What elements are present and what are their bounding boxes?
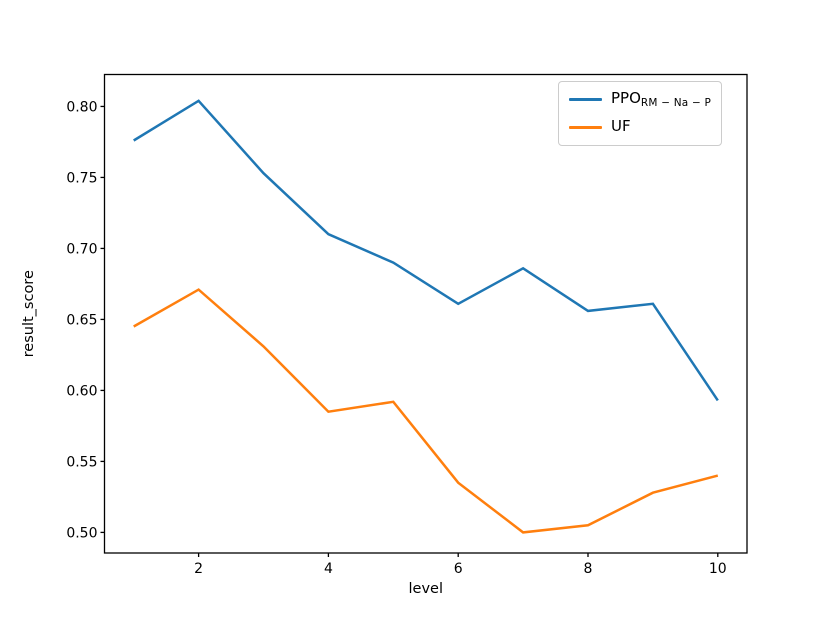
x-tick-label: 4 [324, 561, 333, 577]
series-line-ppo-rm-na-p [133, 99, 719, 402]
y-axis: 0.50 0.55 0.60 0.65 0.70 0.75 0.80 [66, 99, 105, 541]
y-tick-label: 0.70 [66, 241, 97, 257]
series-line-uf [133, 288, 719, 534]
y-tick-label: 0.65 [66, 312, 97, 328]
x-tick-label: 2 [194, 561, 203, 577]
y-tick-label: 0.80 [66, 99, 97, 115]
x-axis-title: level [409, 581, 443, 597]
legend-entry-ppo: PPORM − Na − P [569, 87, 711, 112]
x-tick-label: 8 [584, 561, 593, 577]
y-tick-label: 0.60 [66, 383, 97, 399]
y-tick-label: 0.75 [66, 170, 97, 186]
legend-entry-uf: UF [569, 115, 711, 140]
y-axis-title: result_score [21, 270, 37, 357]
legend-line-sample-ppo [569, 98, 602, 101]
legend: PPORM − Na − P UF [558, 81, 723, 146]
x-tick-label: 6 [454, 561, 463, 577]
x-axis: 2 4 6 8 10 [194, 553, 727, 577]
legend-label-uf: UF [611, 116, 631, 135]
legend-line-sample-uf [569, 126, 602, 129]
y-tick-label: 0.55 [66, 454, 97, 470]
legend-label-ppo: PPORM − Na − P [611, 88, 712, 109]
x-tick-label: 10 [709, 561, 727, 577]
y-tick-label: 0.50 [66, 525, 97, 541]
axes-spines [103, 73, 748, 554]
